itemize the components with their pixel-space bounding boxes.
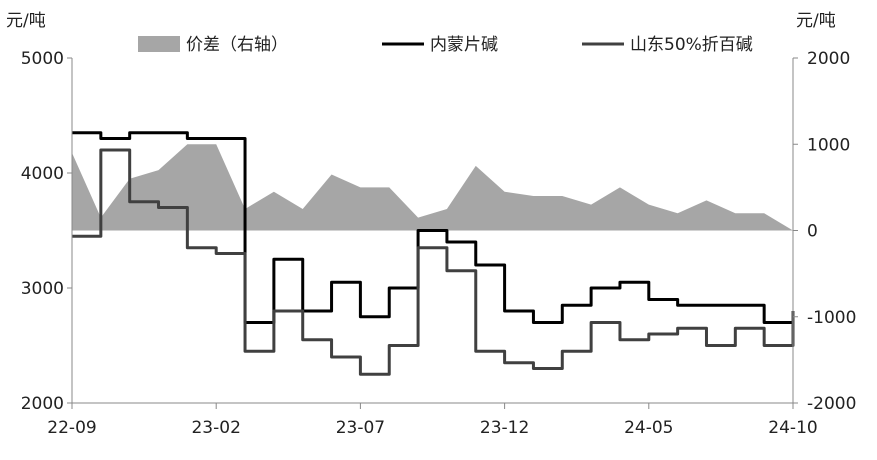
left-tick-label: 2000 <box>21 394 64 414</box>
right-tick-label: -2000 <box>807 394 856 414</box>
right-axis-unit-label: 元/吨 <box>796 11 836 31</box>
right-tick-label: 2000 <box>807 49 850 69</box>
x-tick-label: 23-12 <box>480 418 529 438</box>
series-line-1 <box>72 131 795 324</box>
right-tick-label: 1000 <box>807 135 850 155</box>
spread-area <box>72 144 793 231</box>
left-tick-label: 4000 <box>21 164 64 184</box>
x-tick-label: 22-09 <box>47 418 96 438</box>
plot-area <box>72 131 795 376</box>
x-tick-label: 23-07 <box>336 418 385 438</box>
legend: 价差（右轴） 内蒙片碱 山东50%折百碱 <box>138 35 753 55</box>
legend-label-neimeng: 内蒙片碱 <box>430 35 498 55</box>
legend-label-shandong: 山东50%折百碱 <box>630 35 753 55</box>
legend-swatch-spread <box>138 36 180 52</box>
left-tick-label: 3000 <box>21 279 64 299</box>
left-axis-unit: 元/吨 <box>6 11 46 31</box>
left-axis-unit-label: 元/吨 <box>6 11 46 31</box>
x-tick-label: 24-05 <box>624 418 673 438</box>
x-tick-label: 23-02 <box>191 418 240 438</box>
right-tick-label: -1000 <box>807 308 856 328</box>
right-axis-unit: 元/吨 <box>796 11 836 31</box>
legend-label-spread: 价差（右轴） <box>186 35 288 55</box>
left-tick-label: 5000 <box>21 49 64 69</box>
right-tick-label: 0 <box>807 222 818 242</box>
axes: 5000 4000 3000 2000 2000 1000 0 -1000 -2000 22-09… <box>21 49 857 438</box>
series-line-2 <box>72 148 795 376</box>
x-tick-label: 24-10 <box>768 418 817 438</box>
